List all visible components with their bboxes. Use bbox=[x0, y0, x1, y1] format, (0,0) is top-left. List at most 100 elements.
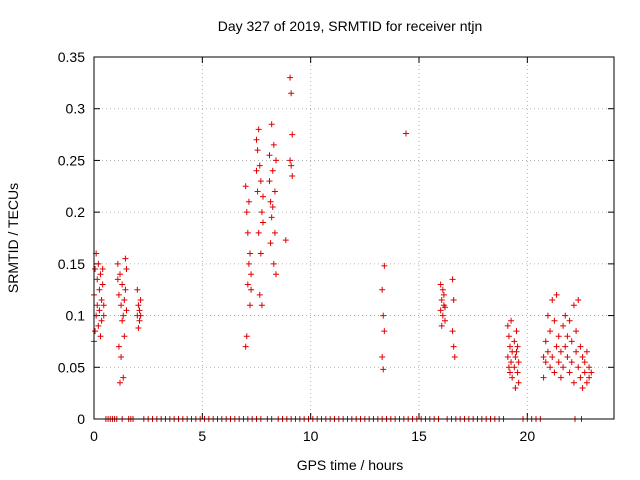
data-point bbox=[243, 209, 250, 216]
data-point bbox=[123, 307, 130, 314]
data-point bbox=[245, 260, 252, 267]
data-point bbox=[564, 333, 571, 340]
data-point bbox=[555, 359, 562, 366]
y-axis-label: SRMTID / TECUs bbox=[5, 183, 21, 293]
data-point bbox=[568, 359, 575, 366]
data-point bbox=[269, 203, 276, 210]
data-point bbox=[511, 364, 518, 371]
data-point bbox=[118, 353, 125, 360]
data-point bbox=[255, 229, 262, 236]
data-point bbox=[245, 198, 252, 205]
data-point bbox=[557, 348, 564, 355]
data-point bbox=[96, 307, 103, 314]
data-point bbox=[442, 304, 448, 311]
y-tick-label: 0.35 bbox=[58, 49, 85, 65]
x-tick-label: 15 bbox=[411, 428, 427, 444]
data-point bbox=[254, 147, 261, 154]
data-point bbox=[380, 312, 387, 319]
data-point bbox=[508, 317, 515, 324]
data-point bbox=[449, 276, 456, 283]
y-tick-label: 0.3 bbox=[66, 101, 86, 117]
data-point bbox=[268, 121, 275, 128]
data-point bbox=[513, 328, 520, 335]
data-point bbox=[439, 286, 446, 293]
data-point bbox=[544, 348, 551, 355]
data-point bbox=[379, 353, 386, 360]
data-point bbox=[248, 271, 255, 278]
data-point bbox=[94, 302, 101, 309]
data-point bbox=[437, 281, 444, 288]
data-point bbox=[244, 229, 251, 236]
data-point bbox=[583, 348, 590, 355]
data-point bbox=[547, 328, 554, 335]
data-point bbox=[271, 229, 278, 236]
data-point bbox=[118, 302, 125, 309]
data-point bbox=[586, 374, 593, 381]
data-point bbox=[557, 374, 564, 381]
data-point bbox=[514, 343, 521, 350]
plot-frame bbox=[93, 56, 615, 420]
data-point bbox=[271, 188, 278, 195]
data-point bbox=[99, 281, 106, 288]
data-point bbox=[270, 141, 277, 148]
data-point bbox=[256, 162, 263, 169]
data-point bbox=[513, 348, 520, 355]
data-point bbox=[100, 312, 107, 319]
data-point bbox=[514, 369, 521, 376]
data-point bbox=[570, 302, 577, 309]
data-point bbox=[123, 266, 130, 273]
data-point bbox=[512, 384, 519, 391]
data-point bbox=[551, 369, 558, 376]
data-point bbox=[266, 152, 273, 159]
data-point bbox=[507, 369, 513, 376]
data-point bbox=[562, 312, 569, 319]
data-point bbox=[243, 333, 250, 340]
y-tick-label: 0.15 bbox=[58, 256, 85, 272]
data-point bbox=[562, 343, 569, 350]
data-point bbox=[114, 276, 121, 283]
data-point bbox=[555, 333, 562, 340]
data-point bbox=[266, 178, 273, 185]
data-point bbox=[508, 359, 515, 366]
data-point bbox=[403, 130, 409, 137]
data-point bbox=[586, 364, 593, 371]
data-point bbox=[560, 322, 567, 329]
data-point bbox=[579, 384, 586, 391]
data-point bbox=[577, 343, 584, 350]
data-point bbox=[254, 188, 261, 195]
y-tick-label: 0.05 bbox=[58, 359, 85, 375]
data-point bbox=[566, 317, 573, 324]
data-point bbox=[564, 353, 571, 360]
data-point bbox=[122, 286, 129, 293]
data-point bbox=[117, 271, 123, 278]
x-tick-label: 10 bbox=[303, 428, 319, 444]
data-point bbox=[258, 302, 265, 309]
x-axis-label: GPS time / hours bbox=[297, 457, 404, 473]
data-point bbox=[505, 364, 512, 371]
data-point bbox=[287, 74, 294, 81]
x-tick-label: 5 bbox=[198, 428, 206, 444]
data-point bbox=[380, 366, 387, 373]
data-point bbox=[121, 297, 128, 304]
data-point bbox=[135, 302, 142, 309]
data-point bbox=[438, 322, 445, 329]
chart-title: Day 327 of 2019, SRMTID for receiver ntj… bbox=[218, 18, 483, 34]
data-point bbox=[439, 312, 446, 319]
data-point bbox=[450, 343, 457, 350]
data-point bbox=[583, 379, 590, 386]
data-point bbox=[551, 317, 558, 324]
axis-ticks: 0 0.05 0.1 0.15 0.2 0.25 0.3 0.35 0 5 10 15 20 bbox=[58, 49, 614, 444]
data-point bbox=[269, 167, 276, 174]
data-point bbox=[450, 297, 457, 304]
data-point bbox=[581, 369, 588, 376]
data-point bbox=[120, 374, 127, 381]
data-point bbox=[507, 343, 513, 350]
data-point bbox=[273, 157, 279, 164]
grid bbox=[94, 57, 614, 419]
data-point bbox=[553, 343, 560, 350]
data-point bbox=[544, 312, 551, 319]
data-point bbox=[253, 136, 260, 143]
data-point bbox=[288, 90, 295, 97]
data-point bbox=[573, 328, 580, 335]
